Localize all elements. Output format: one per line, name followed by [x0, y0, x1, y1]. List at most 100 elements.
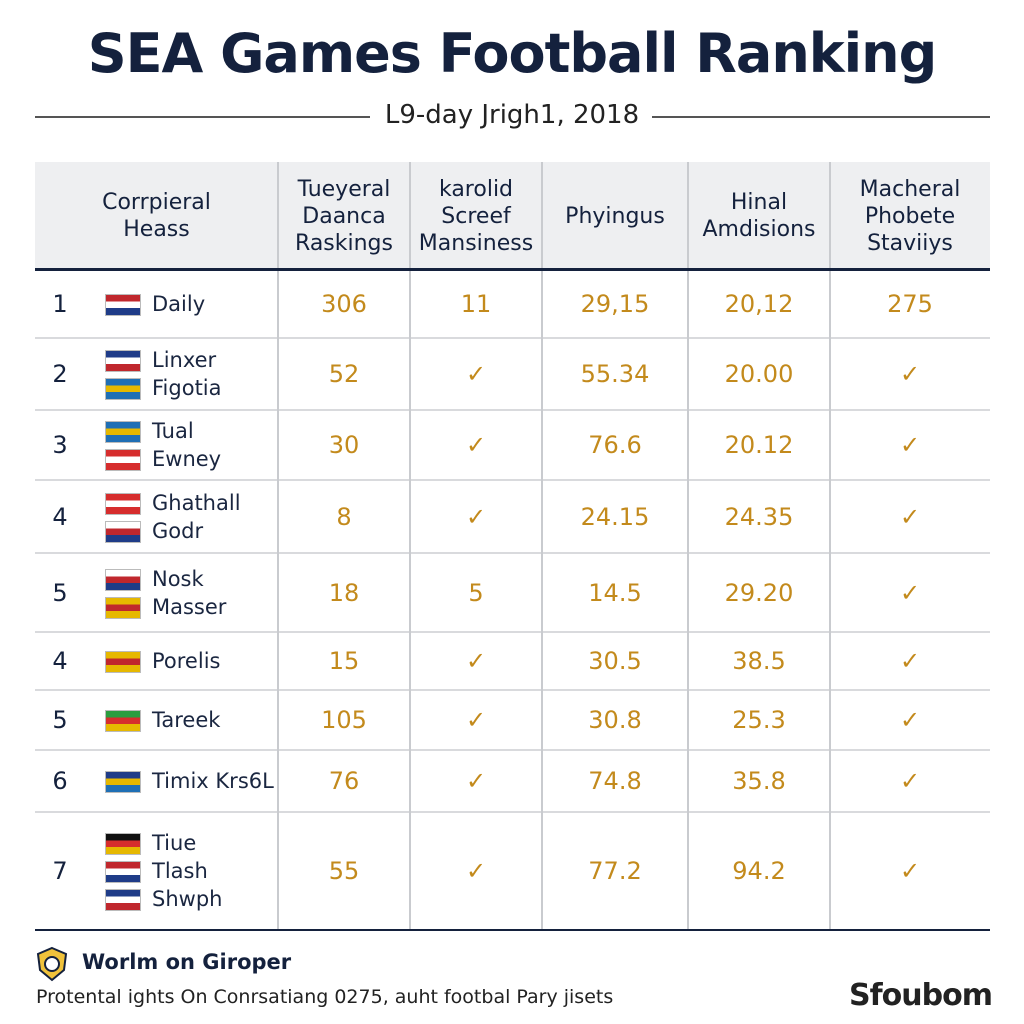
cell-value: ✓	[465, 706, 487, 734]
cell-value: 18	[328, 578, 360, 607]
header-line: Tueyeral	[297, 176, 391, 202]
column-line	[409, 162, 411, 930]
team-name: Linxer	[152, 348, 217, 372]
flag	[105, 378, 141, 400]
team-name: Ewney	[152, 447, 222, 471]
rank: 2	[52, 360, 68, 388]
cell-value: 38.5	[732, 647, 786, 675]
cell-value: ✓	[899, 578, 921, 607]
cell-value: 25.3	[732, 706, 786, 734]
flag	[105, 651, 141, 673]
row-line	[35, 689, 990, 691]
cell-value: ✓	[899, 647, 921, 675]
flag	[105, 833, 141, 855]
cell-value: 20,12	[724, 290, 794, 318]
cell-value: 77.2	[588, 857, 642, 885]
rank: 4	[52, 502, 68, 531]
flag	[105, 350, 141, 372]
footer-note: Protental ights On Conrsatiang 0275, auh…	[36, 986, 614, 1008]
header-line: Raskings	[295, 230, 393, 256]
rank: 5	[52, 706, 68, 734]
footer-heading: Worlm on Giroper	[82, 950, 292, 974]
row-line	[35, 811, 990, 813]
cell-value: ✓	[899, 360, 921, 388]
column-line	[687, 162, 689, 930]
cell-value: ✓	[465, 502, 487, 531]
team-name: Ghathall	[152, 490, 241, 515]
cell-value: 105	[321, 706, 367, 734]
cell-value: 24.35	[724, 502, 794, 531]
flag	[105, 710, 141, 732]
cell-value: 76.6	[588, 431, 642, 459]
flag	[105, 568, 141, 591]
team-name: Godr	[152, 518, 204, 543]
column-header: karolid Screef Mansiness	[410, 162, 542, 270]
header-line: karolid	[438, 176, 514, 202]
header-line: Macheral	[859, 176, 961, 202]
rule	[652, 116, 990, 118]
header-line: Phyingus	[565, 203, 665, 229]
header-line: Amdisions	[702, 217, 816, 242]
rank: 6	[52, 767, 68, 795]
column-header: Corrpieral Heass	[35, 162, 278, 270]
header-line: Mansiness	[418, 230, 534, 256]
bottom-rule	[35, 929, 990, 931]
cell-value: ✓	[899, 857, 921, 885]
header-line: Heass	[123, 217, 190, 242]
cell-value: ✓	[899, 767, 921, 795]
header-line: Daanca	[302, 203, 386, 229]
shield-icon	[36, 946, 68, 982]
cell-value: 74.8	[588, 767, 642, 795]
cell-value: 275	[887, 290, 933, 318]
header-line: Corrpieral	[102, 190, 211, 215]
cell-value: 94.2	[732, 857, 786, 885]
cell-value: ✓	[899, 431, 921, 459]
flag	[105, 294, 141, 316]
flag	[105, 889, 141, 911]
rank: 3	[52, 431, 68, 459]
cell-value: 30	[328, 431, 360, 459]
row-line	[35, 631, 990, 633]
header-line: Phobete	[864, 203, 956, 229]
subtitle: L9-day Jrigh1, 2018	[384, 100, 640, 130]
cell-value: ✓	[899, 502, 921, 531]
cell-value: 5	[468, 578, 484, 607]
row-line	[35, 409, 990, 411]
header-line: Hinal	[730, 190, 788, 215]
flag	[105, 421, 141, 443]
column-line	[277, 162, 279, 930]
cell-value: 20.00	[724, 360, 794, 388]
column-header: Macheral Phobete Staviiys	[830, 162, 990, 270]
flag	[105, 596, 141, 619]
cell-value: 55	[328, 857, 360, 885]
cell-value: ✓	[899, 706, 921, 734]
team-name: Tual	[152, 419, 194, 443]
cell-value: 55.34	[580, 360, 650, 388]
rank: 1	[52, 290, 68, 318]
cell-value: 306	[321, 290, 367, 318]
row-line	[35, 479, 990, 481]
row-line	[35, 337, 990, 339]
rank: 7	[52, 857, 68, 885]
header-rule	[35, 268, 990, 271]
cell-value: ✓	[465, 431, 487, 459]
flag	[105, 861, 141, 883]
cell-value: 76	[328, 767, 360, 795]
cell-value: 29,15	[580, 290, 650, 318]
cell-value: 35.8	[732, 767, 786, 795]
flag	[105, 520, 141, 543]
rank: 5	[52, 578, 68, 607]
column-header: Hinal Amdisions	[688, 162, 830, 270]
team-name: Tlash	[152, 859, 208, 883]
team-name: Masser	[152, 594, 227, 619]
team-name: Timix Krs6L	[152, 769, 274, 793]
cell-value: 15	[328, 647, 360, 675]
cell-value: 30.8	[588, 706, 642, 734]
header-line: Screef	[441, 203, 511, 229]
column-line	[829, 162, 831, 930]
cell-value: 29.20	[724, 578, 794, 607]
row-line	[35, 552, 990, 554]
cell-value: ✓	[465, 647, 487, 675]
column-header: Tueyeral Daanca Raskings	[278, 162, 410, 270]
rank: 4	[52, 647, 68, 675]
